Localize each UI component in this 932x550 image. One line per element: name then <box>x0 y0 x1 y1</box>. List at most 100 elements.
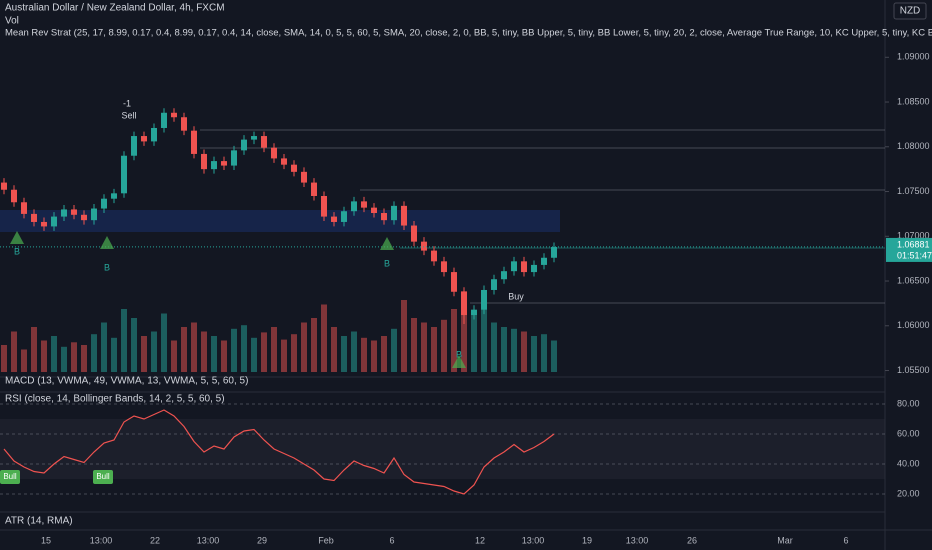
candle-body <box>381 213 387 221</box>
volume-bar <box>181 327 187 372</box>
bull-box <box>0 470 20 484</box>
volume-bar <box>201 331 207 372</box>
candle-body <box>131 136 137 156</box>
candle-body <box>111 193 117 199</box>
candle-body <box>121 155 127 194</box>
volume-bar <box>111 337 117 372</box>
volume-bar <box>61 346 67 372</box>
rsi-tick-label: 40.00 <box>897 458 920 468</box>
volume-bar <box>541 334 547 372</box>
annotation: B <box>14 246 20 256</box>
candle-body <box>521 261 527 273</box>
volume-bar <box>521 331 527 372</box>
candle-body <box>281 158 287 165</box>
candle-body <box>271 147 277 159</box>
candle-body <box>231 150 237 166</box>
volume-bar <box>241 325 247 372</box>
x-tick-label: Feb <box>318 535 334 545</box>
y-tick-label: 1.08000 <box>897 141 930 151</box>
annotation: Sell <box>121 110 136 120</box>
volume-bar <box>361 337 367 372</box>
x-tick-label: 13:00 <box>90 535 113 545</box>
buy-marker <box>10 231 24 244</box>
candle-body <box>21 202 27 214</box>
volume-bar <box>141 336 147 372</box>
candle-body <box>551 247 557 258</box>
y-tick-label: 1.06500 <box>897 275 930 285</box>
candle-body <box>101 198 107 209</box>
volume-bar <box>101 322 107 372</box>
x-tick-label: 12 <box>475 535 485 545</box>
candle-body <box>291 164 297 172</box>
x-tick-label: 15 <box>41 535 51 545</box>
y-tick-label: 1.08500 <box>897 96 930 106</box>
volume-bar <box>371 340 377 372</box>
volume-bar <box>391 328 397 372</box>
candle-body <box>1 182 7 190</box>
x-tick-label: 26 <box>687 535 697 545</box>
currency[interactable]: NZD <box>900 6 921 17</box>
buy-marker <box>452 355 466 368</box>
volume-bar <box>311 318 317 372</box>
candle-body <box>461 291 467 316</box>
x-tick-label: Mar <box>777 535 793 545</box>
x-tick-label: 13:00 <box>522 535 545 545</box>
volume-bar <box>161 313 167 372</box>
candle-body <box>411 225 417 242</box>
bull-label: Bull <box>3 472 17 481</box>
volume-bar <box>421 322 427 372</box>
x-tick-label: 6 <box>389 535 394 545</box>
volume-bar <box>491 322 497 372</box>
candle-body <box>211 161 217 170</box>
candle-body <box>441 261 447 273</box>
candle-body <box>331 216 337 222</box>
volume-bar <box>381 336 387 372</box>
candle-body <box>201 153 207 170</box>
candle-body <box>421 241 427 251</box>
candle-body <box>341 211 347 222</box>
volume-bar <box>411 318 417 372</box>
macd-label: MACD (13, VWMA, 49, VWMA, 13, VWMA, 5, 5… <box>5 376 248 387</box>
currency-box[interactable] <box>893 2 927 20</box>
candle-body <box>181 117 187 131</box>
y-tick-label: 1.07000 <box>897 231 930 241</box>
buy-marker <box>380 237 394 250</box>
x-tick-label: 6 <box>843 535 848 545</box>
candle-body <box>51 216 57 227</box>
volume-bar <box>81 345 87 372</box>
volume-bar <box>41 340 47 372</box>
candle-body <box>71 209 77 215</box>
candle-body <box>401 205 407 226</box>
volume-bar <box>151 331 157 372</box>
volume-bar <box>401 300 407 372</box>
symbol: Australian Dollar / New Zealand Dollar, … <box>5 3 225 14</box>
volume-bar <box>321 304 327 372</box>
candle-body <box>511 261 517 272</box>
candle-body <box>151 127 157 142</box>
volume-bar <box>51 336 57 372</box>
volume-bar <box>171 340 177 372</box>
volume-bar <box>281 339 287 372</box>
candle-body <box>321 196 327 217</box>
last-price: 1.06881 <box>897 239 930 249</box>
last-price-box <box>886 237 932 262</box>
rsi-tick-label: 20.00 <box>897 488 920 498</box>
volume-bar <box>511 328 517 372</box>
candle-body <box>31 213 37 222</box>
candle-body <box>261 136 267 148</box>
candle-body <box>471 309 477 316</box>
candle-body <box>451 272 457 292</box>
strategy-label: Mean Rev Strat (25, 17, 8.99, 0.17, 0.4,… <box>5 28 932 39</box>
volume-bar <box>501 327 507 372</box>
candle-body <box>431 250 437 262</box>
volume-bar <box>131 318 137 372</box>
candle-body <box>141 136 147 142</box>
candle-body <box>371 207 377 214</box>
volume-bar <box>531 336 537 372</box>
volume-bar <box>551 340 557 372</box>
volume-bar <box>191 322 197 372</box>
y-tick-label: 1.05500 <box>897 365 930 375</box>
bull-label: Bull <box>96 472 110 481</box>
